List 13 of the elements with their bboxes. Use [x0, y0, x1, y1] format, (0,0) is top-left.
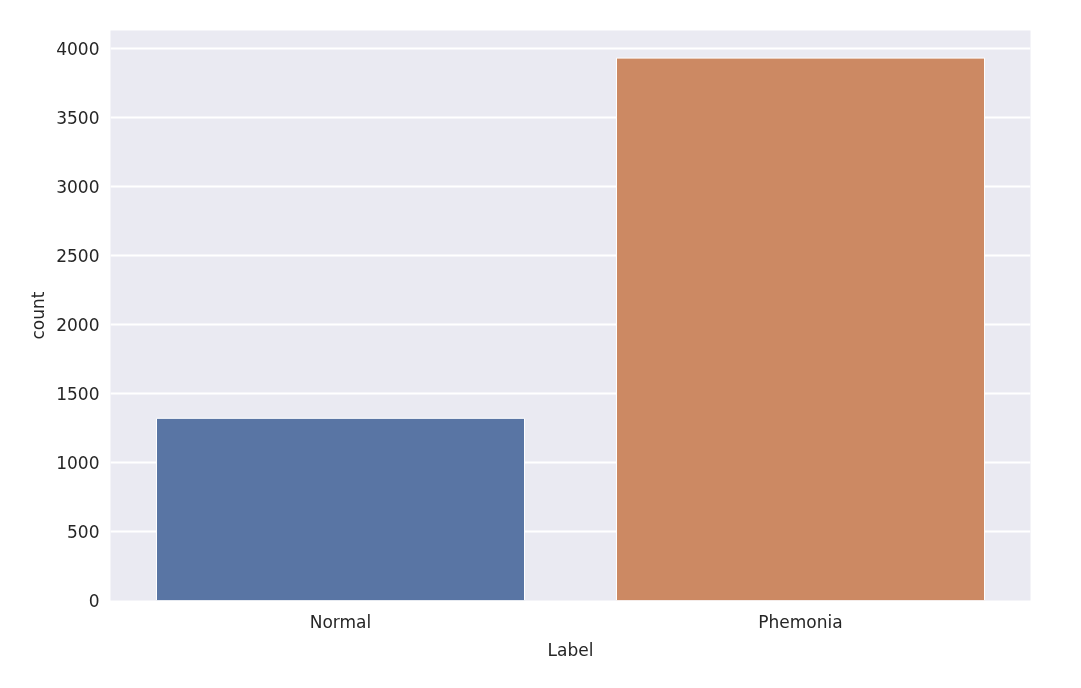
y-tick-label: 3000 — [56, 176, 100, 197]
y-tick-label: 3500 — [56, 107, 100, 128]
y-tick-label: 4000 — [56, 38, 100, 59]
x-tick-label: Normal — [309, 611, 372, 632]
y-tick-label: 1500 — [56, 383, 100, 404]
y-tick-label: 2000 — [56, 314, 100, 335]
x-tick-label: Phemonia — [758, 611, 843, 632]
y-tick-label: 0 — [88, 591, 100, 611]
y-tick-label: 500 — [67, 521, 100, 542]
y-axis-title: count — [28, 291, 49, 340]
y-tick-label: 1000 — [56, 452, 100, 473]
y-tick-label: 2500 — [56, 245, 100, 266]
x-axis-title: Label — [547, 639, 594, 660]
